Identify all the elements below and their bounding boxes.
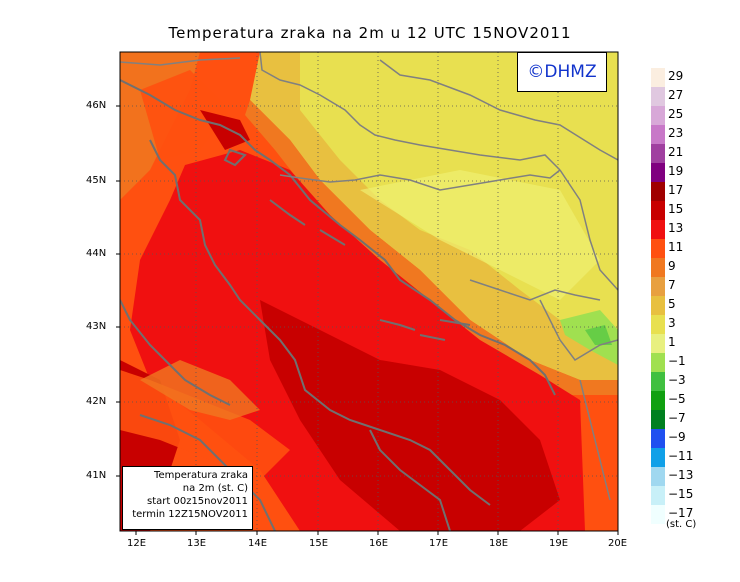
legend-label: −1 bbox=[668, 354, 686, 368]
legend-label: 13 bbox=[668, 221, 684, 235]
legend-swatch bbox=[651, 429, 665, 448]
lon-label: 16E bbox=[369, 538, 389, 549]
lon-label: 12E bbox=[127, 538, 147, 549]
legend-swatch bbox=[651, 87, 665, 106]
legend-swatch bbox=[651, 220, 665, 239]
legend-label: 1 bbox=[668, 335, 676, 349]
coastlines bbox=[120, 79, 556, 531]
legend-swatch bbox=[651, 239, 665, 258]
legend-label: −15 bbox=[668, 487, 694, 501]
legend-label: −11 bbox=[668, 449, 694, 463]
legend-label: 21 bbox=[668, 145, 684, 159]
legend-label: 11 bbox=[668, 240, 684, 254]
legend-swatch bbox=[651, 486, 665, 505]
legend-swatch bbox=[651, 334, 665, 353]
legend-swatch bbox=[651, 315, 665, 334]
legend-label: −5 bbox=[668, 392, 686, 406]
dhmz-logo: ©DHMZ bbox=[517, 52, 607, 92]
legend-swatch bbox=[651, 353, 665, 372]
legend-label: 7 bbox=[668, 278, 676, 292]
info-box: Temperatura zraka na 2m (st. C) start 00… bbox=[122, 466, 253, 530]
legend-label: 29 bbox=[668, 69, 684, 83]
legend-unit: (st. C) bbox=[666, 519, 697, 530]
legend-label: −9 bbox=[668, 430, 686, 444]
legend-label: −7 bbox=[668, 411, 686, 425]
legend-swatch bbox=[651, 448, 665, 467]
graticule bbox=[120, 52, 618, 531]
lon-label: 19E bbox=[549, 538, 569, 549]
legend-swatch bbox=[651, 296, 665, 315]
legend-swatch bbox=[651, 372, 665, 391]
legend-label: −13 bbox=[668, 468, 694, 482]
map-frame bbox=[119, 51, 619, 532]
legend-swatch bbox=[651, 163, 665, 182]
legend-label: 3 bbox=[668, 316, 676, 330]
lat-label: 43N bbox=[86, 321, 107, 332]
legend-label: 23 bbox=[668, 126, 684, 140]
legend-swatch bbox=[651, 125, 665, 144]
legend-swatch bbox=[651, 505, 665, 524]
legend-swatch bbox=[651, 182, 665, 201]
legend-swatch bbox=[651, 258, 665, 277]
map-field bbox=[120, 52, 618, 531]
lon-label: 17E bbox=[429, 538, 449, 549]
lat-label: 42N bbox=[86, 396, 107, 407]
lat-label: 44N bbox=[86, 248, 107, 259]
lat-label: 45N bbox=[86, 175, 107, 186]
legend-label: 15 bbox=[668, 202, 684, 216]
legend-label: −3 bbox=[668, 373, 686, 387]
info-line-2: na 2m (st. C) bbox=[182, 483, 248, 494]
lon-label: 14E bbox=[248, 538, 268, 549]
map-title: Temperatura zraka na 2m u 12 UTC 15NOV20… bbox=[168, 24, 572, 42]
legend-swatch bbox=[651, 410, 665, 429]
legend-label: 9 bbox=[668, 259, 676, 273]
legend-label: 5 bbox=[668, 297, 676, 311]
legend-label: 17 bbox=[668, 183, 684, 197]
lat-label: 46N bbox=[86, 100, 107, 111]
legend-label: 27 bbox=[668, 88, 684, 102]
legend-swatch bbox=[651, 467, 665, 486]
legend-swatch bbox=[651, 144, 665, 163]
legend-swatch bbox=[651, 391, 665, 410]
info-line-3: start 00z15nov2011 bbox=[147, 496, 248, 507]
legend-swatch bbox=[651, 106, 665, 125]
info-line-4: termin 12Z15NOV2011 bbox=[132, 509, 248, 520]
legend-swatch bbox=[651, 277, 665, 296]
axis-ticks bbox=[116, 105, 619, 535]
legend-label: 19 bbox=[668, 164, 684, 178]
legend-label: 25 bbox=[668, 107, 684, 121]
lon-label: 15E bbox=[309, 538, 329, 549]
borders bbox=[120, 52, 618, 501]
lon-label: 20E bbox=[608, 538, 628, 549]
legend-label: −17 bbox=[668, 506, 694, 520]
legend-swatch bbox=[651, 201, 665, 220]
info-line-1: Temperatura zraka bbox=[154, 470, 248, 481]
legend-swatch bbox=[651, 68, 665, 87]
lon-label: 18E bbox=[489, 538, 509, 549]
lat-label: 41N bbox=[86, 470, 107, 481]
lon-label: 13E bbox=[187, 538, 207, 549]
